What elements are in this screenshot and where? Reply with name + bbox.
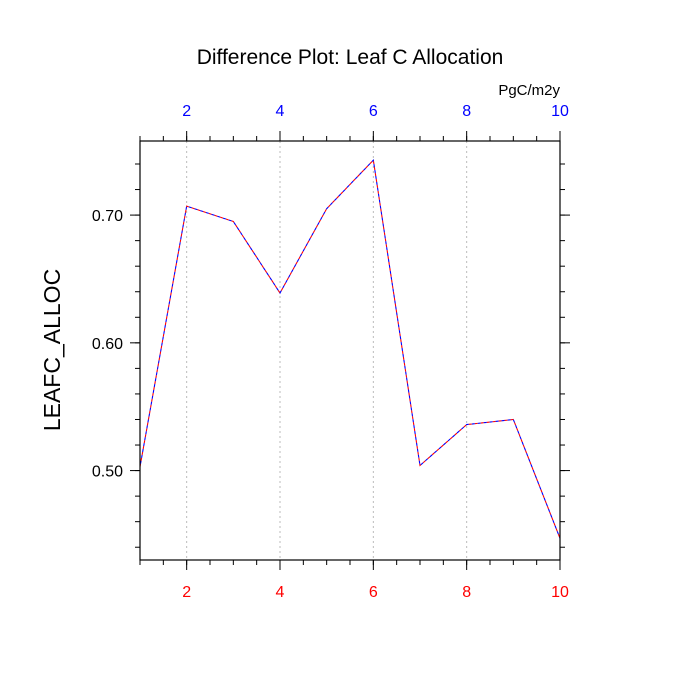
x-tick-label-bottom-4: 4 bbox=[276, 584, 285, 601]
top-axis-unit-label: PgC/m2y bbox=[498, 82, 560, 99]
series-line-0-b bbox=[139, 158, 561, 539]
y-axis-label: LEAFC_ALLOC bbox=[39, 269, 65, 431]
series bbox=[139, 158, 561, 539]
series-line-0-a bbox=[139, 158, 561, 539]
x-tick-label-bottom-6: 6 bbox=[369, 584, 378, 601]
y-tick-label-0.50: 0.50 bbox=[92, 464, 123, 481]
grid-lines bbox=[186, 141, 468, 560]
x-tick-label-bottom-2: 2 bbox=[182, 584, 191, 601]
x-tick-label-top-6: 6 bbox=[369, 103, 378, 120]
plot-frame bbox=[139, 140, 561, 561]
x-tick-label-bottom-8: 8 bbox=[462, 584, 471, 601]
x-tick-label-bottom-10: 10 bbox=[551, 584, 569, 601]
x-tick-label-top-2: 2 bbox=[182, 103, 191, 120]
tick-labels: 2 4 6 8 10 2 4 6 8 10 0.50 0.60 0.70 bbox=[92, 103, 569, 601]
chart-title: Difference Plot: Leaf C Allocation bbox=[197, 46, 504, 69]
x-tick-label-top-4: 4 bbox=[276, 103, 285, 120]
axis-ticks bbox=[130, 131, 570, 570]
y-tick-label-0.60: 0.60 bbox=[92, 336, 123, 353]
y-tick-label-0.70: 0.70 bbox=[92, 208, 123, 225]
x-tick-label-top-8: 8 bbox=[462, 103, 471, 120]
x-tick-label-top-10: 10 bbox=[551, 103, 569, 120]
